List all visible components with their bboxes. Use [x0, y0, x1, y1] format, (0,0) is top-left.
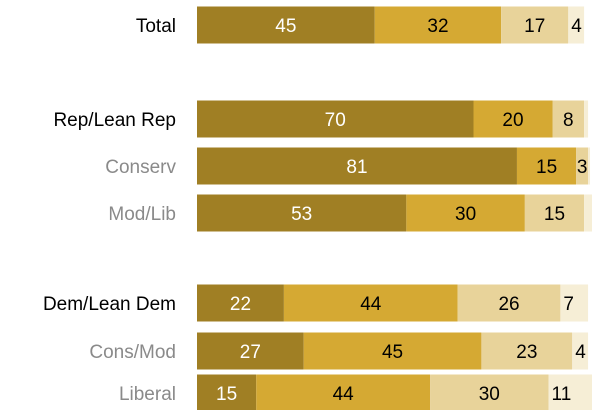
category-label: Conserv — [105, 157, 176, 178]
data-label: 45 — [382, 342, 403, 363]
category-label: Dem/Lean Dem — [43, 294, 176, 315]
category-label: Liberal — [119, 384, 176, 405]
bar-segment — [584, 194, 592, 232]
data-label: 7 — [563, 294, 574, 315]
bar-row-liberal: Liberal 15 44 30 11 — [119, 374, 592, 410]
data-label: 81 — [346, 157, 367, 178]
bar-row-cons-mod: Cons/Mod 27 45 23 4 — [89, 332, 589, 370]
bar-segment — [473, 100, 553, 138]
data-label: 23 — [516, 342, 537, 363]
data-label: 27 — [240, 342, 261, 363]
data-label: 26 — [498, 294, 519, 315]
bar-segment — [572, 332, 589, 370]
bar-segment — [197, 332, 304, 370]
bar-segment — [524, 194, 585, 232]
data-label: 30 — [455, 204, 476, 225]
bar-row-mod-lib: Mod/Lib 53 30 15 — [108, 194, 592, 232]
bar-segment — [197, 374, 257, 410]
bar-row-conserv: Conserv 81 15 3 — [105, 147, 591, 185]
bar-segment — [197, 6, 375, 44]
bar-segment — [516, 147, 577, 185]
data-label: 15 — [544, 204, 565, 225]
bar-segment — [560, 284, 589, 322]
category-label: Cons/Mod — [89, 342, 176, 363]
data-label: 11 — [552, 384, 572, 405]
bar-segment — [481, 332, 573, 370]
data-label: 53 — [291, 204, 312, 225]
data-label: 4 — [575, 342, 586, 363]
bar-segment — [374, 6, 502, 44]
data-label: 44 — [360, 294, 382, 315]
category-label: Mod/Lib — [108, 204, 176, 225]
data-label: 20 — [502, 110, 523, 131]
bar-segment — [548, 374, 592, 410]
data-label: 8 — [563, 110, 574, 131]
bar-segment — [584, 100, 589, 138]
bar-segment — [406, 194, 525, 232]
bar-segment — [501, 6, 569, 44]
bar-segment — [457, 284, 561, 322]
bar-segment — [197, 100, 474, 138]
bar-segment — [283, 284, 458, 322]
data-label: 45 — [275, 16, 296, 37]
category-label: Total — [136, 16, 176, 37]
bar-segment — [568, 6, 585, 44]
data-label: 3 — [577, 157, 588, 178]
data-label: 4 — [571, 16, 582, 37]
data-label: 70 — [325, 110, 346, 131]
data-label: 15 — [536, 157, 557, 178]
category-label: Rep/Lean Rep — [53, 110, 176, 131]
data-label: 17 — [524, 16, 545, 37]
bar-segment — [197, 194, 407, 232]
bar-segment — [552, 100, 585, 138]
data-label: 15 — [216, 384, 237, 405]
bar-row-total: Total 45 32 17 4 — [136, 6, 585, 44]
bar-segment — [576, 147, 589, 185]
bar-segment — [256, 374, 431, 410]
bar-segment — [430, 374, 549, 410]
data-label: 30 — [479, 384, 500, 405]
bar-segment — [588, 147, 591, 185]
bar-row-dem-lean-dem: Dem/Lean Dem 22 44 26 7 — [43, 284, 589, 322]
data-label: 22 — [230, 294, 251, 315]
bar-segment — [197, 147, 517, 185]
bar-row-rep-lean-rep: Rep/Lean Rep 70 20 8 — [53, 100, 589, 138]
data-label: 44 — [333, 384, 355, 405]
bar-segment — [197, 284, 284, 322]
data-label: 32 — [427, 16, 448, 37]
bar-segment — [303, 332, 482, 370]
